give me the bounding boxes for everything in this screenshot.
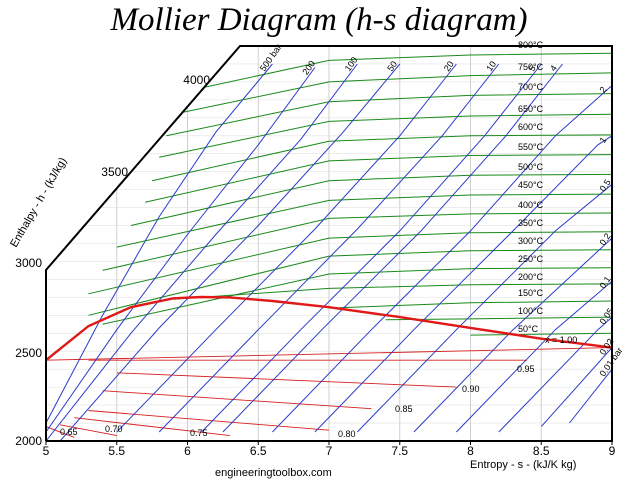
x-tick-label: 6.5 [250,444,267,458]
x-tick-label: 7.5 [391,444,408,458]
quality-label: 0.75 [190,428,208,438]
quality-label: 0.95 [517,364,535,374]
saturation-curve [46,295,612,362]
isotherm-label: 200°C [518,272,544,282]
chart-title: Mollier Diagram (h-s diagram) [110,2,528,38]
x-tick-label: 7 [326,444,333,458]
isobar-line [46,63,273,424]
quality-label: 0.85 [395,404,413,414]
isobar-line [413,237,612,433]
y-tick-label: 3000 [15,256,42,270]
isotherm-line [116,193,612,248]
isotherm-line [130,173,612,226]
isobar-line [456,280,612,433]
quality-line [60,424,117,437]
quality-label: 0.70 [105,424,123,434]
isotherm-line [151,134,612,182]
isotherm-line [144,154,612,203]
x-axis-label: Entropy - s - (kJ/K kg) [470,459,576,471]
isotherm-label: 500°C [518,162,544,172]
x-tick-label: 6 [184,444,191,458]
isobar-line [356,183,612,433]
isotherm-line [88,231,612,295]
isotherm-line [159,113,612,158]
isotherm-label: 150°C [518,288,544,298]
isobar-line [59,63,401,441]
y-tick-label: 2000 [15,434,42,448]
x-tick-labels: 5 5.5 6 6.5 7 7.5 8 8.5 9 [43,441,616,458]
isotherm-label: 800°C [518,40,544,50]
quality-line [116,372,457,388]
quality-line [46,347,612,361]
isobar-label: 4 [548,63,559,73]
isotherm-line [88,249,612,316]
isobar-label: 50 [385,59,399,73]
isobar-label: 2 [597,85,608,95]
isobar-line [314,135,612,433]
isobars [46,63,612,441]
saturation-line [46,295,612,362]
isotherm-line [173,72,612,115]
isotherm-label: 400°C [518,200,544,210]
isobar-line [222,63,563,433]
quality-line [102,390,372,410]
isotherm-label: 350°C [518,218,544,228]
isobar-line [498,316,612,433]
y-tick-label: 4000 [183,73,210,87]
x-tick-label: 9 [609,444,616,458]
x-tick-label: 8.5 [533,444,550,458]
isobar-line [158,63,500,433]
isotherm-line [102,267,612,325]
quality-line [74,417,230,437]
isobar-line [569,368,612,424]
quality-lines [46,347,612,438]
isobar-line [46,63,358,441]
source-label: engineeringtoolbox.com [215,467,332,479]
frame-outline [45,45,613,442]
quality-line [88,410,330,431]
isobar-label: 1 [597,135,608,145]
isotherm-line [102,212,612,271]
quality-labels: x = 1.00 0.95 0.90 0.85 0.80 0.75 0.70 0.65 [60,335,577,439]
isobar-label: 5 [527,63,538,73]
isobar-line [46,67,316,433]
y-tick-label: 3500 [101,165,128,179]
isobar-line [116,63,457,433]
grid [46,46,612,441]
quality-label: 0.90 [462,384,480,394]
isotherm-line [470,332,612,336]
quality-line [46,426,75,438]
isotherm-label: 600°C [518,122,544,132]
y-tick-label: 2500 [15,346,42,360]
isotherm-label: 550°C [518,142,544,152]
isotherm-line [187,52,612,92]
isotherm-labels: 800°C750°C700°C650°C600°C550°C500°C450°C… [518,40,544,334]
isotherm-label: 100°C [518,306,544,316]
isotherm-label: 650°C [518,104,544,114]
isobar-line [540,347,612,427]
x-tick-label: 5.5 [108,444,125,458]
quality-label: 0.65 [60,427,78,437]
isotherm-label: 250°C [518,254,544,264]
isotherm-label: 450°C [518,180,544,190]
isotherm-line [328,300,612,309]
quality-label: 0.80 [338,429,356,439]
quality-label: x = 1.00 [545,335,577,345]
isobar-label: 20 [442,59,456,73]
isotherm-label: 300°C [518,236,544,246]
isobar-line [201,63,542,433]
y-tick-labels: 2000 2500 3000 3500 4000 [15,73,210,448]
isotherm-label: 750°C [518,62,544,72]
isotherm-label: 700°C [518,82,544,92]
isobar-label: 10 [484,59,498,73]
x-tick-label: 5 [43,444,50,458]
plot-frame [45,45,613,442]
isobar-line [272,85,612,433]
x-tick-label: 8 [467,444,474,458]
isotherm-label: 50°C [518,324,539,334]
isotherm-line [166,93,612,137]
